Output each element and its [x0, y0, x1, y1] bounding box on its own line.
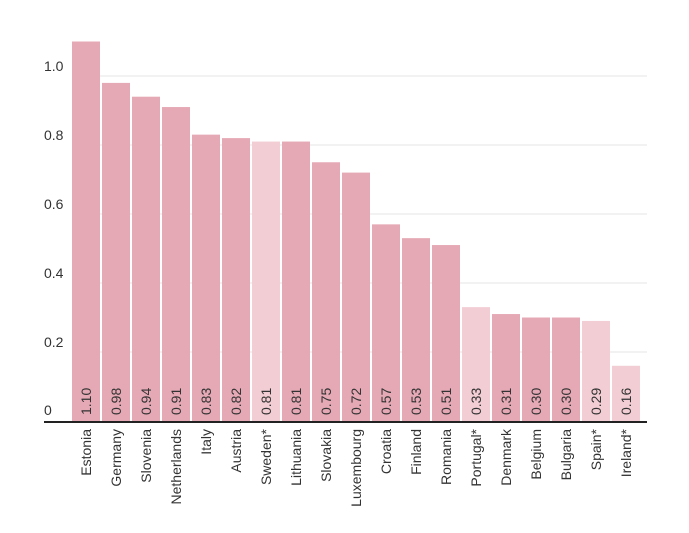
value-label: 0.81 [288, 388, 304, 415]
bar-finland [402, 238, 430, 421]
category-label: Sweden* [258, 428, 274, 485]
bars [72, 41, 640, 422]
bar-netherlands [162, 107, 190, 422]
bar-belgium [522, 317, 550, 421]
value-label: 0.51 [438, 388, 454, 415]
bar-croatia [372, 224, 400, 421]
bar-austria [222, 138, 250, 421]
category-label: Finland [408, 429, 424, 475]
bar-estonia [72, 41, 100, 421]
bar-lithuania [282, 141, 310, 422]
y-tick-label: 0 [44, 402, 52, 418]
category-label: Portugal* [468, 428, 484, 486]
category-label: Romania [438, 429, 454, 485]
category-label: Lithuania [288, 429, 304, 486]
category-label: Denmark [498, 428, 514, 486]
category-label: Estonia [78, 429, 94, 476]
bar-denmark [492, 314, 520, 421]
y-tick-label: 0.8 [44, 127, 64, 143]
bar-bulgaria [552, 317, 580, 421]
value-label: 0.30 [528, 388, 544, 415]
value-label: 0.82 [228, 388, 244, 415]
y-tick-label: 0.6 [44, 196, 64, 212]
value-label: 0.98 [108, 388, 124, 415]
bar-ireland [612, 365, 640, 421]
bar-sweden [252, 141, 280, 422]
value-label: 0.83 [198, 388, 214, 415]
bar-italy [192, 134, 220, 421]
category-labels: Estonia Germany Slovenia Netherlands Italy Au… [78, 428, 634, 507]
category-label: Spain* [588, 428, 604, 470]
category-label: Italy [198, 429, 214, 455]
value-label: 1.10 [78, 388, 94, 415]
bar-slovakia [312, 162, 340, 421]
value-label: 0.33 [468, 388, 484, 415]
value-label: 0.72 [348, 388, 364, 415]
category-label: Netherlands [168, 429, 184, 505]
category-label: Luxembourg [348, 429, 364, 507]
value-label: 0.91 [168, 388, 184, 415]
y-tick-label: 1.0 [44, 58, 64, 74]
y-tick-label: 0.4 [44, 265, 64, 281]
value-label: 0.81 [258, 388, 274, 415]
category-label: Ireland* [618, 428, 634, 477]
bar-luxembourg [342, 172, 370, 421]
y-tick-label: 0.2 [44, 334, 64, 350]
category-label: Belgium [528, 429, 544, 480]
category-label: Croatia [378, 429, 394, 474]
y-axis-ticks: 0 0.2 0.4 0.6 0.8 1.0 [44, 58, 64, 418]
category-label: Slovakia [318, 429, 334, 482]
category-label: Slovenia [138, 429, 154, 483]
bar-slovenia [132, 96, 160, 421]
bar-spain [582, 320, 610, 421]
bar-germany [102, 82, 130, 422]
value-label: 0.16 [618, 388, 634, 415]
bar-portugal [462, 307, 490, 421]
category-label: Germany [108, 429, 124, 487]
value-label: 0.30 [558, 388, 574, 415]
category-label: Bulgaria [558, 429, 574, 481]
value-label: 0.53 [408, 388, 424, 415]
value-label: 0.29 [588, 388, 604, 415]
value-label: 0.94 [138, 388, 154, 415]
value-label: 0.75 [318, 388, 334, 415]
category-label: Austria [228, 429, 244, 473]
value-label: 0.31 [498, 388, 514, 415]
bar-romania [432, 245, 460, 421]
value-labels: 1.10 0.98 0.94 0.91 0.83 0.82 0.81 0.81 0.75 0.72… [78, 388, 634, 415]
value-label: 0.57 [378, 388, 394, 415]
